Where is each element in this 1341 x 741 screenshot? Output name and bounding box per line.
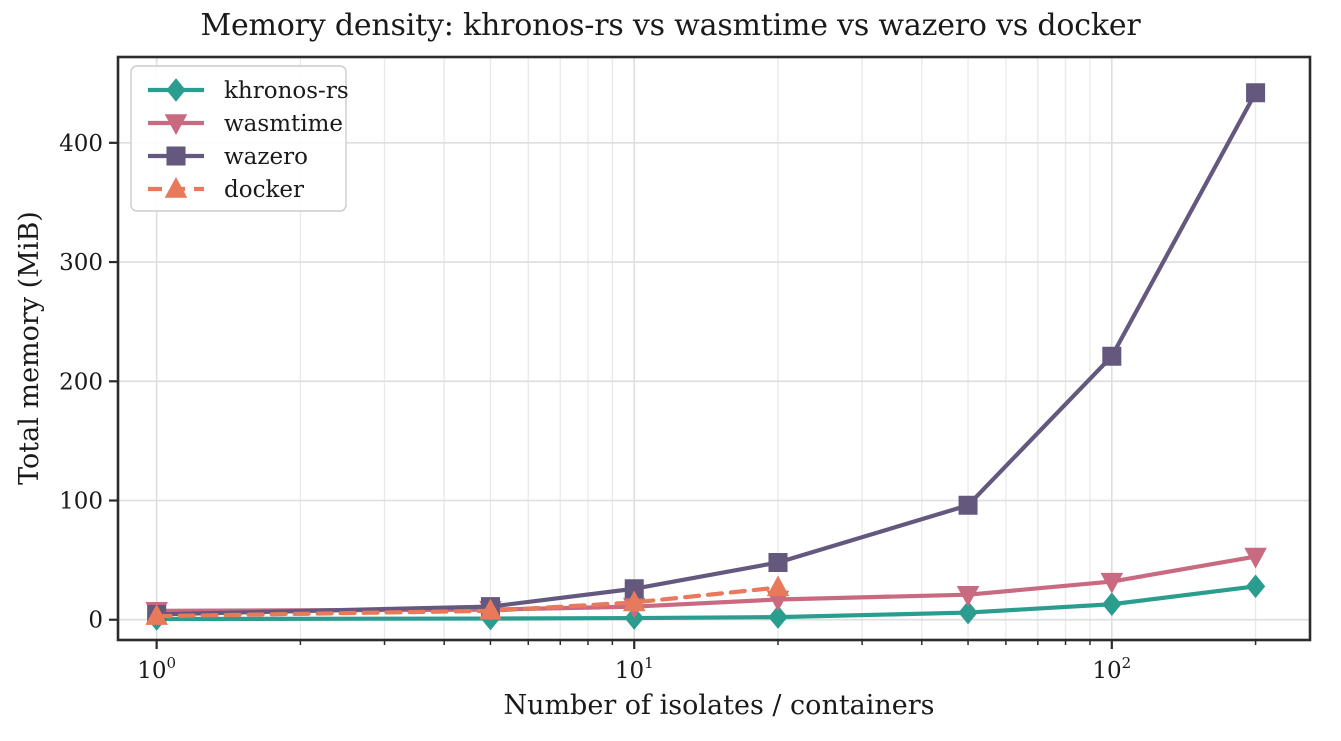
series-marker [956,585,980,607]
legend-box [130,65,347,212]
x-axis-label: Number of isolates / containers [503,690,934,721]
axis-tick-labels: 100 101 102 0 100 200 300 400 [59,131,1131,684]
legend-marker [164,114,188,136]
series-marker [768,552,788,573]
series-marker [766,575,790,597]
legend-label: docker [224,177,304,203]
y-tick-label: 200 [59,369,103,395]
series-marker [1100,572,1124,594]
y-axis-label: Total memory (MiB) [14,211,45,485]
legend-marker [166,146,186,166]
chart-legend[interactable]: khronos-rs wasmtime wazero docker [130,65,349,212]
series-marker [1102,346,1122,366]
legend-label: wazero [224,144,308,170]
axes-spines [116,55,1312,642]
legend-label: wasmtime [224,111,343,137]
legend-label: khronos-rs [224,78,349,104]
series-marker [958,600,978,625]
legend-item-wasmtime[interactable]: wasmtime [148,111,343,137]
legend-item-wazero[interactable]: wazero [148,144,308,170]
series-line [154,585,781,619]
series-marker [479,598,502,620]
series-marker [1102,592,1122,617]
y-tick-label: 400 [59,131,103,157]
x-tick-label: 102 [1092,654,1131,684]
x-tick-label: 100 [137,654,176,684]
series-marker [768,605,788,629]
legend-item-khronos-rs[interactable]: khronos-rs [148,78,349,104]
series-marker [624,579,644,599]
x-tick-label: 101 [615,654,654,684]
series-marker [145,604,168,625]
grid-minor-lines [299,57,1257,640]
series-marker [1245,574,1266,599]
data-series-group [145,83,1267,631]
y-tick-label: 100 [59,489,103,515]
series-marker [958,495,978,515]
series-docker [145,575,790,625]
y-tick-label: 0 [88,608,103,634]
series-marker [1244,547,1267,569]
series-marker [1246,83,1266,103]
axis-ticks [109,141,1257,649]
series-marker [622,590,646,612]
legend-item-docker[interactable]: docker [148,176,304,203]
chart-title: Memory density: khronos-rs vs wasmtime v… [200,8,1141,43]
legend-items: khronos-rs wasmtime wazero docker [148,78,349,203]
legend-marker [164,176,188,198]
legend-marker [166,78,186,102]
y-tick-label: 300 [59,250,103,276]
